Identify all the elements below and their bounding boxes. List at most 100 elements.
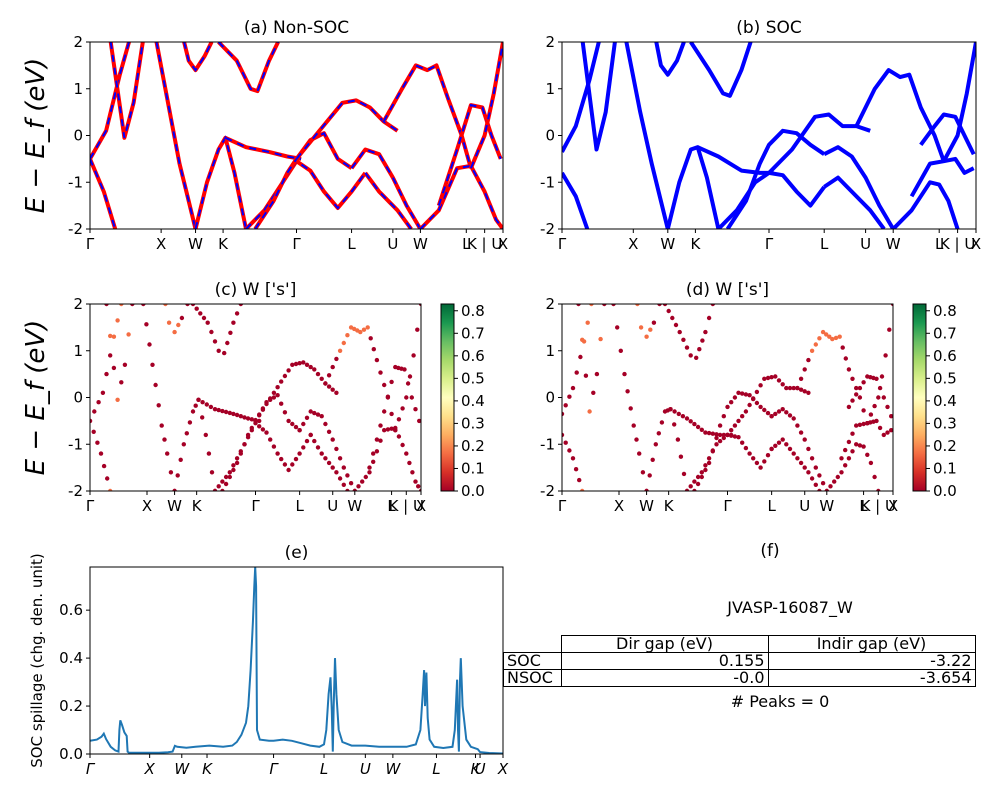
band-point	[598, 336, 603, 342]
band-point	[695, 474, 701, 480]
band-point	[175, 473, 180, 478]
band-point	[798, 460, 804, 466]
band-point	[361, 327, 367, 332]
band-point	[694, 355, 699, 360]
x-tick-label: L	[462, 235, 471, 253]
band-point	[326, 384, 332, 389]
band-point	[410, 470, 415, 475]
band-point	[264, 401, 269, 407]
band-point	[795, 385, 800, 391]
band-point	[635, 304, 640, 307]
band-point	[312, 438, 317, 444]
y-tick-label: 2	[545, 33, 555, 51]
band-point	[231, 320, 236, 325]
band-point	[668, 407, 673, 412]
band-point	[297, 428, 302, 433]
band-point	[615, 325, 620, 330]
band-point	[227, 470, 232, 475]
band-line-blue	[245, 159, 367, 229]
band-point	[326, 373, 332, 378]
band-point	[297, 451, 302, 456]
band-point	[648, 327, 653, 332]
band-point	[563, 403, 568, 408]
band-point	[275, 451, 280, 456]
band-point	[271, 444, 277, 449]
band-point	[115, 318, 120, 323]
band-point	[813, 342, 818, 347]
band-point	[92, 409, 97, 414]
band-point	[411, 353, 416, 358]
band-point	[341, 465, 346, 470]
band-point	[650, 457, 655, 462]
band-point	[404, 451, 409, 456]
colorbar-tick-label: 0.8	[461, 302, 485, 320]
plot-area-2	[90, 304, 421, 491]
x-tick-label: L	[295, 497, 304, 515]
band-point	[208, 404, 214, 410]
x-tick-label: K | U	[467, 235, 502, 253]
band-point	[286, 418, 291, 424]
band-point	[839, 456, 844, 461]
band-point	[330, 387, 335, 392]
band-point	[751, 456, 756, 461]
band-point	[684, 345, 690, 350]
band-point	[382, 428, 387, 433]
band-point	[644, 488, 649, 491]
band-point	[304, 362, 310, 367]
band-point	[854, 392, 859, 397]
band-point	[843, 356, 848, 361]
band-point	[710, 431, 715, 436]
colorbar-tick-label: 0.0	[933, 482, 957, 500]
band-point	[732, 423, 738, 428]
band-point	[159, 423, 164, 428]
axes-frame-4	[89, 566, 504, 755]
band-point	[223, 474, 229, 480]
band-point	[714, 432, 719, 437]
x-tick-label: Γ	[558, 497, 567, 515]
x-tick-label: X	[888, 497, 898, 515]
band-point	[747, 402, 752, 408]
x-tick-label: L	[820, 235, 829, 253]
band-point	[865, 421, 870, 426]
band-point	[854, 442, 859, 447]
band-point	[769, 375, 774, 380]
band-point	[323, 381, 328, 386]
band-point	[692, 421, 697, 427]
band-point	[330, 364, 335, 370]
band-point	[680, 414, 686, 419]
band-line-blue	[350, 148, 422, 229]
band-point	[249, 417, 254, 422]
band-point	[817, 488, 822, 491]
band-point	[293, 456, 299, 462]
band-point	[758, 465, 763, 470]
band-point	[234, 460, 240, 466]
band-point	[721, 414, 726, 419]
band-point	[706, 430, 712, 436]
band-point	[740, 391, 745, 396]
band-point	[676, 411, 681, 417]
x-tick-label: Γ	[269, 760, 279, 778]
band-point	[308, 409, 313, 414]
band-point	[578, 354, 583, 360]
band-point	[876, 395, 881, 400]
band-point	[577, 477, 582, 483]
band-point	[115, 397, 120, 402]
band-point	[732, 434, 738, 439]
band-point	[725, 404, 730, 410]
band-point	[699, 427, 704, 432]
x-tick-label: U	[327, 497, 338, 515]
y-tick-label: 0	[73, 389, 83, 407]
band-point	[813, 482, 818, 487]
band-point	[268, 437, 273, 442]
band-point	[861, 444, 866, 449]
band-point	[798, 376, 804, 381]
x-tick-label: Γ	[765, 235, 774, 253]
band-line	[562, 42, 601, 153]
band-point	[407, 460, 412, 466]
band-line	[689, 42, 753, 98]
colorbar-tick-label: 0.6	[933, 347, 957, 365]
band-point	[223, 481, 229, 487]
band-point	[747, 451, 752, 456]
band-point	[337, 348, 343, 353]
band-point	[798, 387, 804, 392]
